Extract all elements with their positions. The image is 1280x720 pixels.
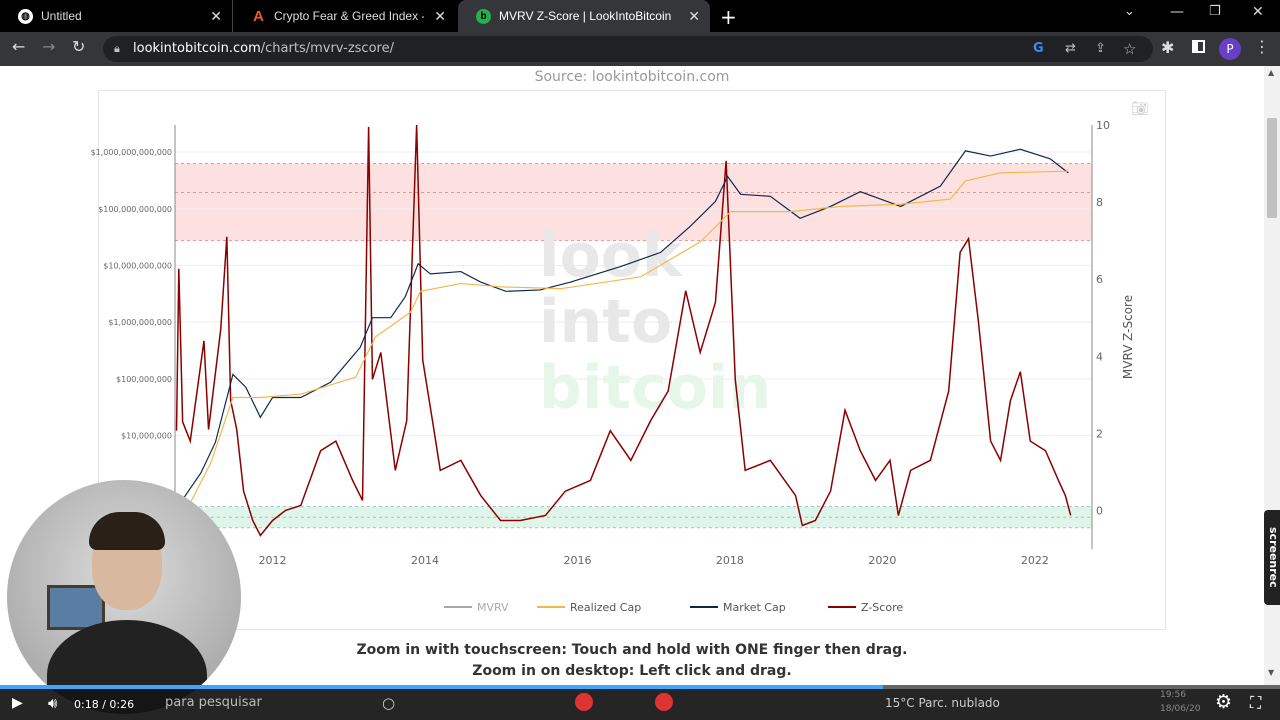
address-bar[interactable]: 🔒︎ lookintobitcoin.com/charts/mvrv-zscore… bbox=[103, 36, 1153, 62]
alternative-me-icon: A bbox=[253, 7, 264, 25]
play-icon[interactable]: ▶ bbox=[12, 695, 23, 711]
settings-gear-icon[interactable]: ⚙ bbox=[1215, 691, 1233, 713]
taskbar-clock: 19:56 bbox=[1160, 690, 1186, 700]
left-axis-tick: $1,000,000,000 bbox=[108, 318, 172, 327]
series-line-z-score bbox=[175, 124, 1072, 537]
translate-icon[interactable]: ⇄ bbox=[1065, 41, 1076, 56]
tab-title: Crypto Fear & Greed Index - Bitc bbox=[274, 9, 424, 23]
right-axis-label: MVRV Z-Score bbox=[1121, 295, 1135, 379]
side-panel-icon[interactable] bbox=[1192, 40, 1205, 53]
video-progress-fill bbox=[0, 685, 884, 689]
video-time: 0:18 / 0:26 bbox=[74, 698, 135, 711]
lock-icon: 🔒︎ bbox=[114, 42, 120, 55]
legend-item: MVRV bbox=[477, 601, 509, 614]
watermark-text: into bbox=[539, 287, 672, 357]
google-icon[interactable]: G bbox=[1033, 41, 1044, 56]
chart-card: $10,000,000 $100,000,000 $1,000,000,000 $10… bbox=[91, 90, 1167, 631]
right-axis-tick: 10 bbox=[1096, 119, 1110, 132]
tab-search-icon[interactable]: ⌄ bbox=[1124, 4, 1135, 19]
new-tab-button[interactable]: + bbox=[720, 5, 737, 29]
right-axis-tick: 0 bbox=[1096, 504, 1103, 517]
right-axis-tick: 6 bbox=[1096, 273, 1103, 286]
camera-icon: 📷︎ bbox=[1131, 101, 1149, 117]
chrome-taskbar-icon-2[interactable] bbox=[655, 693, 673, 711]
taskbar-date: 18/06/20 bbox=[1160, 704, 1201, 714]
forward-button[interactable]: → bbox=[42, 37, 56, 56]
extensions-icon[interactable]: ✱ bbox=[1161, 38, 1175, 57]
chrome-taskbar-icon[interactable] bbox=[575, 693, 593, 711]
x-axis-tick: 2022 bbox=[1021, 554, 1049, 567]
taskbar-search[interactable]: para pesquisar bbox=[165, 695, 262, 710]
reload-button[interactable]: ↻ bbox=[72, 37, 86, 56]
legend-item: Z-Score bbox=[861, 601, 903, 614]
globe-icon: ◍ bbox=[18, 8, 33, 24]
wall-painting bbox=[47, 585, 105, 630]
series-line-realized-cap bbox=[189, 170, 1069, 504]
video-progress-bar[interactable] bbox=[0, 685, 1280, 689]
minimize-button[interactable]: — bbox=[1170, 4, 1184, 20]
close-tab-icon[interactable]: ✕ bbox=[210, 7, 222, 24]
tab-title: Untitled bbox=[41, 9, 82, 23]
back-button[interactable]: ← bbox=[12, 37, 26, 56]
menu-icon[interactable]: ⋮ bbox=[1254, 37, 1270, 56]
person-hair bbox=[89, 512, 165, 550]
right-axis-tick: 8 bbox=[1096, 196, 1103, 209]
legend-item: Market Cap bbox=[723, 601, 786, 614]
browser-toolbar: ← → ↻ 🔒︎ lookintobitcoin.com/charts/mvrv-… bbox=[0, 32, 1280, 66]
x-axis-tick: 2020 bbox=[868, 554, 896, 567]
watermark-text: look bbox=[539, 221, 684, 291]
volume-icon[interactable]: 🔊︎ bbox=[48, 694, 58, 712]
tab-bar: ◍ Untitled ✕ A Crypto Fear & Greed Index - … bbox=[0, 0, 1280, 32]
series-line-market-cap bbox=[179, 148, 1069, 504]
right-axis-tick: 2 bbox=[1096, 427, 1103, 440]
watermark-text: bitcoin bbox=[539, 353, 771, 423]
webcam-overlay bbox=[7, 480, 241, 714]
tab-mvrv[interactable]: b MVRV Z-Score | LookIntoBitcoin ✕ bbox=[458, 0, 710, 32]
red-zone bbox=[175, 163, 1092, 241]
cortana-icon[interactable]: ○ bbox=[382, 694, 396, 712]
url-domain: lookintobitcoin.com bbox=[133, 41, 261, 56]
scrollbar-thumb[interactable] bbox=[1267, 118, 1277, 218]
tab-title: MVRV Z-Score | LookIntoBitcoin bbox=[499, 9, 672, 23]
mvrv-zscore-chart[interactable]: $10,000,000 $100,000,000 $1,000,000,000 $10… bbox=[91, 91, 1167, 631]
zoom-desktop-hint: Zoom in on desktop: Left click and drag. bbox=[472, 663, 792, 679]
lookintobitcoin-icon: b bbox=[476, 8, 491, 24]
scroll-down-icon[interactable]: ▼ bbox=[1268, 668, 1275, 677]
profile-avatar[interactable]: P bbox=[1219, 38, 1241, 60]
share-icon[interactable]: ⇪ bbox=[1095, 41, 1106, 56]
left-axis-tick: $10,000,000 bbox=[121, 432, 172, 441]
bookmark-star-icon[interactable]: ☆ bbox=[1123, 40, 1137, 58]
close-tab-icon[interactable]: ✕ bbox=[688, 7, 700, 24]
tab-fear-greed[interactable]: A Crypto Fear & Greed Index - Bitc ✕ bbox=[232, 0, 456, 32]
x-axis-tick: 2014 bbox=[411, 554, 439, 567]
close-window-button[interactable]: ✕ bbox=[1252, 4, 1264, 20]
x-axis-tick: 2012 bbox=[259, 554, 287, 567]
url-path: /charts/mvrv-zscore/ bbox=[260, 41, 394, 56]
x-axis-tick: 2016 bbox=[563, 554, 591, 567]
left-axis-tick: $100,000,000,000 bbox=[98, 205, 172, 214]
left-axis-tick: $1,000,000,000,000 bbox=[91, 148, 172, 157]
chart-source: Source: lookintobitcoin.com bbox=[534, 69, 730, 85]
legend-item: Realized Cap bbox=[570, 601, 641, 614]
x-axis-tick: 2018 bbox=[716, 554, 744, 567]
restore-button[interactable]: ❐ bbox=[1209, 4, 1221, 19]
close-tab-icon[interactable]: ✕ bbox=[434, 7, 446, 24]
screenrec-badge[interactable]: screenrec bbox=[1264, 510, 1280, 605]
scroll-up-icon[interactable]: ▲ bbox=[1268, 68, 1275, 77]
left-axis-tick: $10,000,000,000 bbox=[103, 261, 172, 270]
fullscreen-icon[interactable]: ⛶ bbox=[1250, 693, 1262, 712]
video-player-bar: ▶ 🔊︎ 0:18 / 0:26 para pesquisar ○ 15°C P… bbox=[0, 685, 1280, 720]
right-axis-tick: 4 bbox=[1096, 350, 1103, 363]
zoom-touch-hint: Zoom in with touchscreen: Touch and hold… bbox=[356, 642, 908, 658]
left-axis-tick: $100,000,000 bbox=[116, 375, 172, 384]
weather-widget[interactable]: 15°C Parc. nublado bbox=[885, 696, 1000, 710]
tab-untitled[interactable]: ◍ Untitled ✕ bbox=[0, 0, 232, 32]
